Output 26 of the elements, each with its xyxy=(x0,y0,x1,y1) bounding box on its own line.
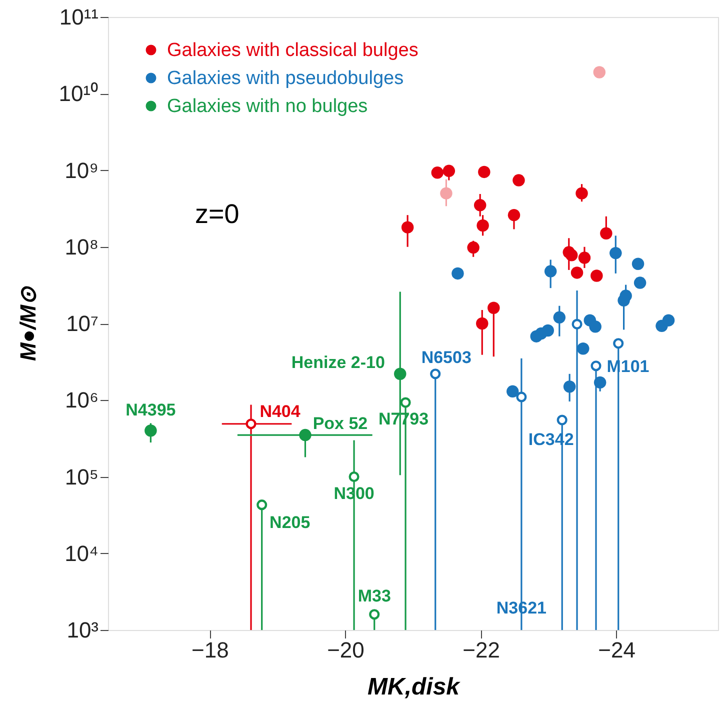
y-tick-label: 10³ xyxy=(66,618,98,642)
y-tick-label: 10⁵ xyxy=(64,464,98,490)
legend-label: Galaxies with no bulges xyxy=(167,96,368,117)
annotation: Pox 52 xyxy=(312,414,368,434)
y-tick-label: 10¹⁰ xyxy=(58,81,98,106)
x-tick-label: −20 xyxy=(327,638,364,662)
y-tick-label: 10¹¹ xyxy=(59,4,98,30)
y-axis-title: M●/M⊙ xyxy=(16,286,41,362)
y-tick-label: 10⁶ xyxy=(64,388,98,413)
annotation: N404 xyxy=(260,402,301,421)
annotation: Henize 2-10 xyxy=(291,352,385,372)
x-tick-label: −24 xyxy=(598,638,636,662)
annotation: M33 xyxy=(358,586,391,606)
legend-label: Galaxies with classical bulges xyxy=(167,40,418,61)
x-tick-label: −22 xyxy=(462,638,500,662)
x-axis-title: MK,disk xyxy=(367,674,462,700)
annotation: N6503 xyxy=(421,348,472,367)
y-tick-label: 10⁸ xyxy=(64,234,98,260)
y-tick-label: 10⁹ xyxy=(64,158,98,183)
x-tick-label: −18 xyxy=(192,638,229,662)
y-tick-label: 10⁴ xyxy=(64,540,98,566)
annotation: N205 xyxy=(270,512,310,532)
annotation: z=0 xyxy=(195,199,240,229)
y-tick-label: 10⁷ xyxy=(66,311,99,336)
annotation: N4395 xyxy=(126,400,176,420)
legend-label: Galaxies with pseudobulges xyxy=(167,68,404,89)
